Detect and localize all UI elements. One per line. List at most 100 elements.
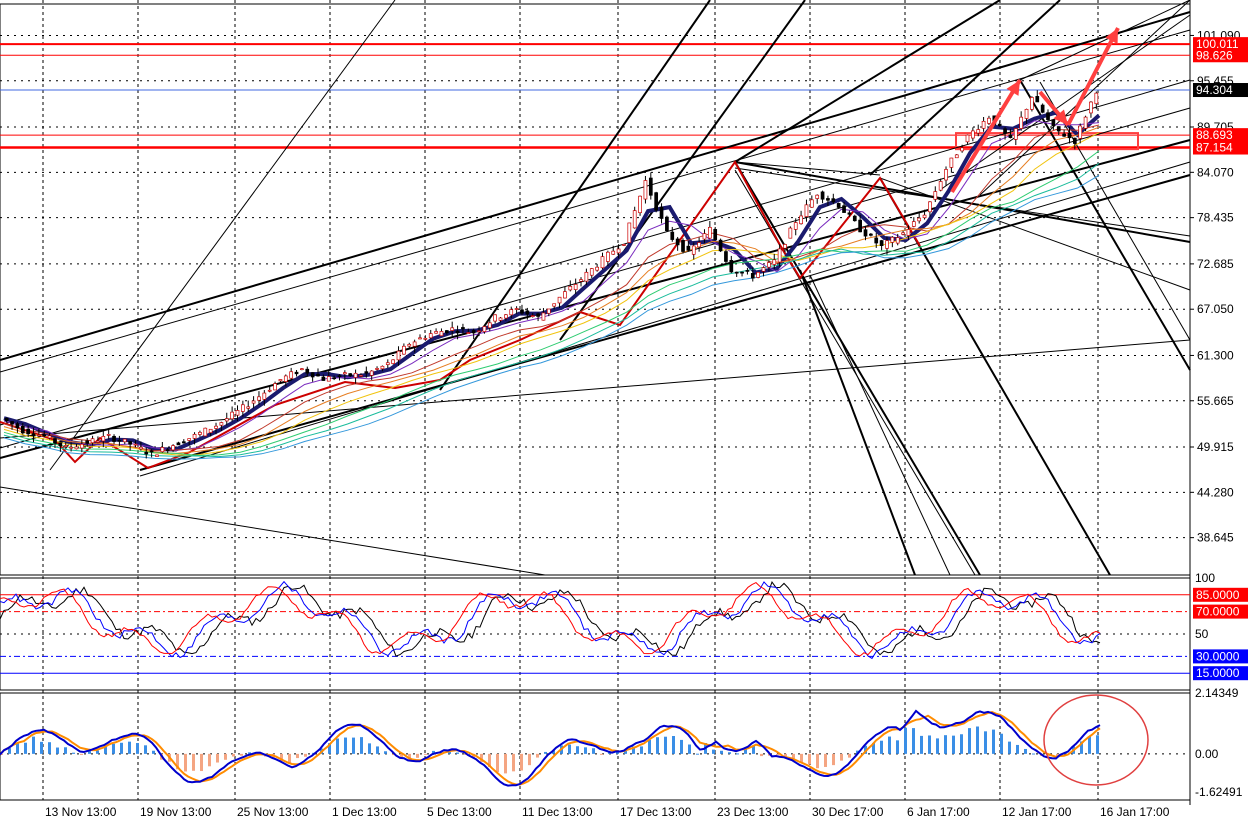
candle-body <box>181 441 186 444</box>
macd-histogram-bar <box>680 739 683 754</box>
candle-body <box>251 400 256 404</box>
macd-histogram-bar <box>352 737 355 754</box>
candle-body <box>58 442 63 447</box>
candle-body <box>702 233 707 240</box>
x-tick-label: 16 Jan 17:00 <box>1100 805 1170 819</box>
macd-tick-label: 0.00 <box>1195 747 1219 761</box>
candle-body <box>579 279 583 282</box>
candle-body <box>842 205 846 213</box>
candle-body <box>536 313 540 317</box>
macd-histogram-bar <box>128 741 131 754</box>
trend-line <box>0 486 546 576</box>
ma-line <box>3 174 1100 460</box>
macd-histogram-bar <box>504 753 507 774</box>
candle-body <box>53 438 57 444</box>
candle-body <box>1024 108 1029 119</box>
projection-arrow <box>950 78 1022 194</box>
price-badge-label: 88.693 <box>1196 128 1233 142</box>
candle-body <box>885 240 889 249</box>
candle-body <box>20 425 25 434</box>
oscillator-layer <box>0 580 1190 674</box>
candle-body <box>589 268 594 276</box>
macd-histogram-bar <box>280 753 283 761</box>
macd-histogram-bar <box>720 750 723 754</box>
candle-body <box>359 374 363 377</box>
candle-body <box>697 242 701 248</box>
trend-line <box>0 79 1191 426</box>
candle-body <box>434 331 438 334</box>
macd-histogram-bar <box>920 735 923 754</box>
candle-body <box>1003 128 1007 134</box>
macd-histogram-bar <box>496 753 499 773</box>
candle-body <box>1013 128 1018 140</box>
candle-body <box>90 438 95 444</box>
macd-histogram-bar <box>368 743 371 754</box>
trend-line <box>0 29 1191 373</box>
candle-body <box>300 368 304 371</box>
candle-body <box>949 157 954 168</box>
trend-line <box>559 0 806 341</box>
price-badge <box>1193 48 1248 63</box>
candle-body <box>938 181 943 191</box>
candle-body <box>289 371 294 379</box>
macd-histogram-bar <box>928 735 931 754</box>
candle-body <box>79 443 84 449</box>
macd-histogram-bar <box>384 751 387 754</box>
macd-histogram-bar <box>48 742 51 754</box>
y-tick-label: 67.050 <box>1197 302 1234 316</box>
candle-body <box>214 425 218 429</box>
candle-body <box>391 359 396 364</box>
candle-body <box>455 330 460 334</box>
candle-body <box>965 134 970 143</box>
macd-histogram-bar <box>120 742 123 754</box>
trend-line <box>734 161 881 176</box>
candle-body <box>928 201 932 213</box>
price-badge-label: 98.626 <box>1196 48 1233 62</box>
macd-histogram-bar <box>136 743 139 754</box>
candle-body <box>976 129 981 134</box>
macd-histogram-bar <box>16 743 19 754</box>
candle-body <box>396 350 401 361</box>
candle-body <box>675 238 680 246</box>
macd-histogram-bar <box>784 753 787 757</box>
macd-histogram-bar <box>712 749 715 754</box>
candle-body <box>707 226 712 239</box>
candle-body <box>767 262 771 268</box>
grid-layer <box>0 0 1191 805</box>
candle-body <box>133 443 138 446</box>
candle-body <box>600 256 605 269</box>
candle-body <box>804 204 809 217</box>
macd-histogram-bar <box>696 753 699 755</box>
candle-body <box>171 445 175 451</box>
candle-body <box>622 244 626 246</box>
candle-body <box>230 411 234 420</box>
macd-histogram-bar <box>728 752 731 754</box>
candle-body <box>901 232 905 235</box>
macd-histogram-bar <box>200 753 203 772</box>
price-badge-label: 100.011 <box>1196 37 1239 51</box>
macd-histogram-bar <box>808 753 811 765</box>
ribbon-layer <box>3 110 1101 460</box>
candle-body <box>1030 97 1034 110</box>
candle-body <box>815 194 820 199</box>
trend-line <box>439 0 711 391</box>
candle-body <box>369 370 374 376</box>
candle-body <box>788 227 793 239</box>
macd-histogram-bar <box>360 737 363 754</box>
candle-body <box>42 434 47 437</box>
candle-body <box>122 438 127 443</box>
macd-histogram-bar <box>880 740 883 754</box>
macd-histogram-bar <box>1056 753 1059 757</box>
candle-body <box>761 267 766 272</box>
candle-body <box>1083 116 1088 129</box>
oscillator-line <box>0 581 1101 657</box>
candle-body <box>665 216 669 232</box>
candle-body <box>493 314 497 322</box>
candle-body <box>31 433 36 437</box>
macd-histogram-bar <box>432 750 435 754</box>
candle-body <box>1019 116 1024 129</box>
candle-body <box>69 446 73 449</box>
candle-body <box>219 422 224 426</box>
macd-histogram-bar <box>984 731 987 754</box>
